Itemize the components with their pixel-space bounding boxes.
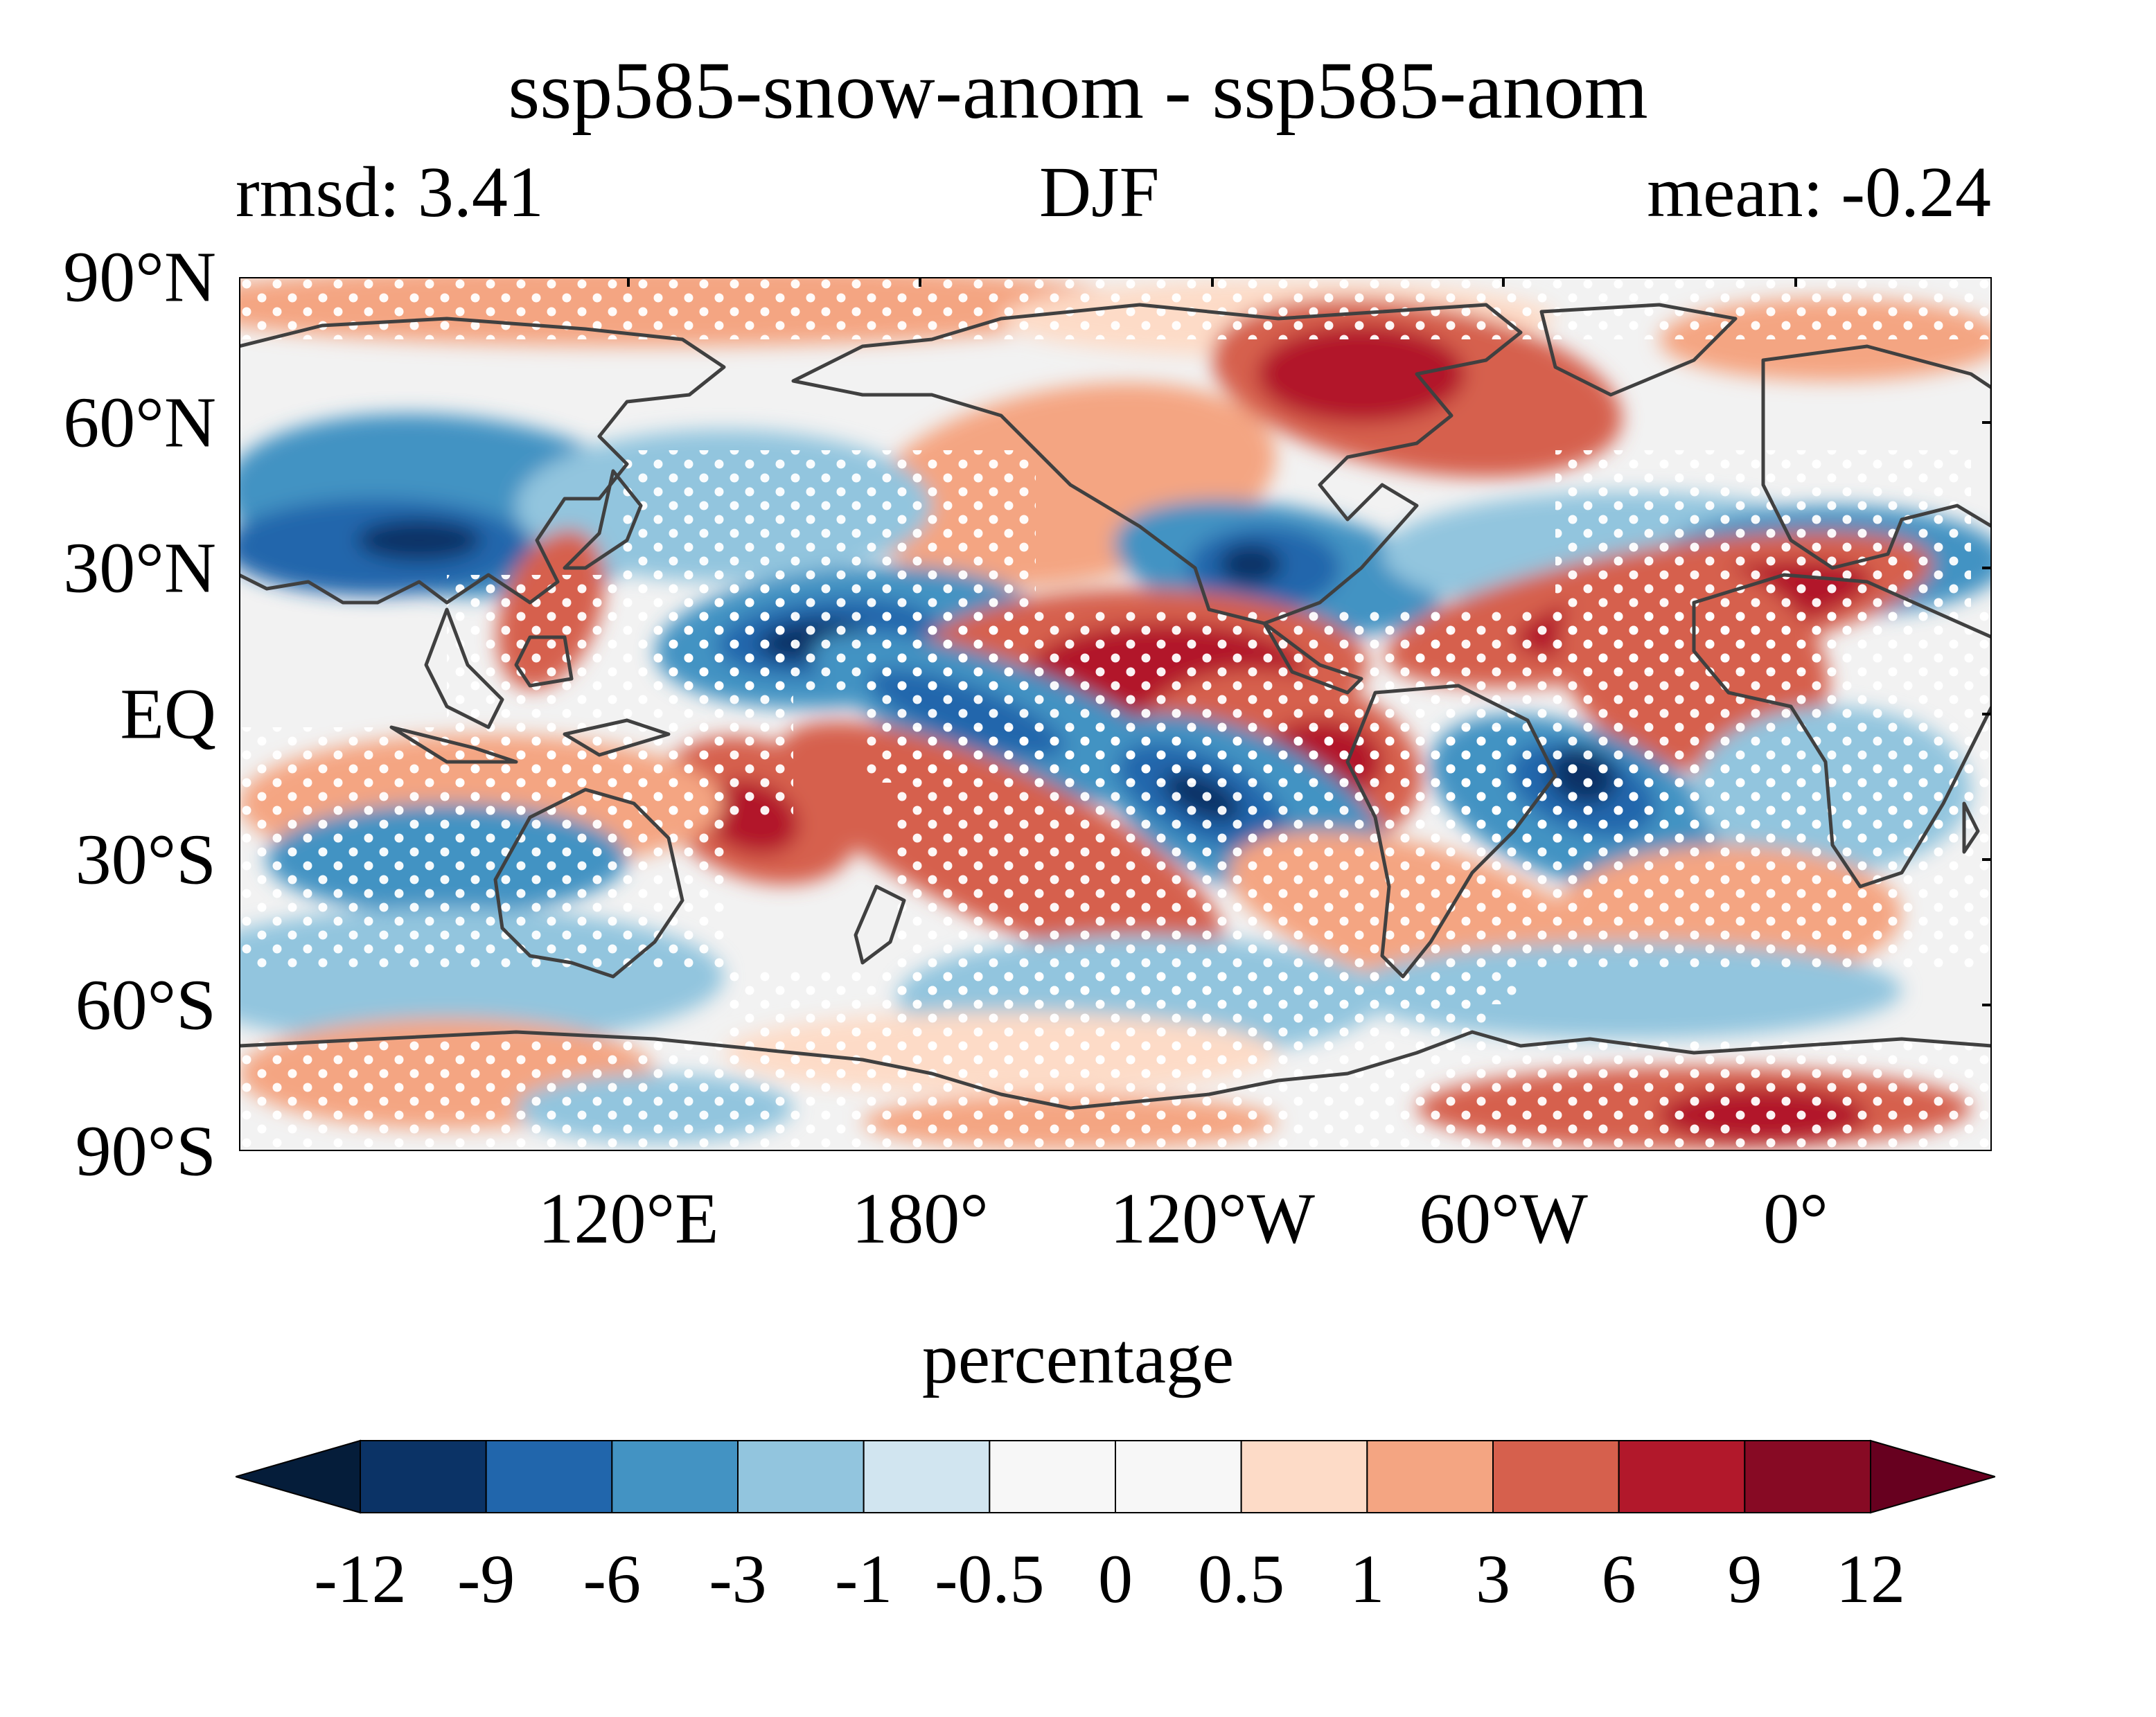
- lat-label-90s: 90°S: [75, 1111, 216, 1191]
- figure-title: ssp585-snow-anom - ssp585-anom: [508, 45, 1648, 136]
- lat-label-60n: 60°N: [63, 382, 216, 463]
- colorbar-tick-label: 12: [1836, 1540, 1905, 1617]
- colorbar-cell: [485, 1440, 613, 1513]
- colorbar-tick-label: 3: [1476, 1540, 1510, 1617]
- colorbar-cell: [1240, 1440, 1368, 1513]
- coastlines: [239, 303, 1992, 1110]
- colorbar-tick-label: -3: [709, 1540, 767, 1617]
- colorbar-tick-label: 9: [1727, 1540, 1762, 1617]
- colorbar-cell: [360, 1440, 487, 1513]
- colorbar-cell: [989, 1440, 1117, 1513]
- colorbar-tick-label: -6: [583, 1540, 641, 1617]
- colorbar-tick-label: 6: [1601, 1540, 1636, 1617]
- colorbar-cell: [1366, 1440, 1494, 1513]
- lon-label-60w: 60°W: [1419, 1179, 1588, 1258]
- lat-label-30n: 30°N: [63, 528, 216, 608]
- colorbar-tick-label: 0.5: [1198, 1540, 1285, 1617]
- map-panel: [239, 277, 1992, 1151]
- colorbar-cell: [737, 1440, 865, 1513]
- season-label: DJF: [1039, 152, 1160, 232]
- colorbar-tick-label: -12: [314, 1540, 407, 1617]
- lon-label-0: 0°: [1763, 1179, 1828, 1258]
- colorbar-tick-label: 0: [1098, 1540, 1133, 1617]
- lon-label-120e: 120°E: [538, 1179, 719, 1258]
- colorbar-tick-label: -9: [457, 1540, 515, 1617]
- colorbar-tick-label: 1: [1350, 1540, 1385, 1617]
- axis-ticks: [627, 277, 1992, 1151]
- colorbar-over-arrow: [1870, 1439, 1995, 1514]
- colorbar-cell: [611, 1440, 739, 1513]
- lat-label-90n: 90°N: [63, 237, 216, 317]
- lat-label-eq: EQ: [120, 674, 216, 754]
- rmsd-label: rmsd: 3.41: [236, 152, 544, 232]
- mean-label: mean: -0.24: [1647, 152, 1991, 232]
- colorbar-tick-label: -1: [835, 1540, 893, 1617]
- colorbar-under-arrow: [236, 1439, 361, 1514]
- colorbar-cell: [1115, 1440, 1242, 1513]
- colorbar-tick-label: -0.5: [935, 1540, 1045, 1617]
- colorbar: [236, 1439, 1995, 1514]
- lat-label-30s: 30°S: [75, 819, 216, 900]
- lat-label-60s: 60°S: [75, 965, 216, 1045]
- colorbar-cell: [863, 1440, 991, 1513]
- lon-label-120w: 120°W: [1110, 1179, 1315, 1258]
- colorbar-cell: [1618, 1440, 1746, 1513]
- colorbar-label: percentage: [921, 1319, 1235, 1398]
- colorbar-cell: [1492, 1440, 1620, 1513]
- lon-label-180: 180°: [851, 1179, 989, 1258]
- colorbar-cell: [1744, 1440, 1871, 1513]
